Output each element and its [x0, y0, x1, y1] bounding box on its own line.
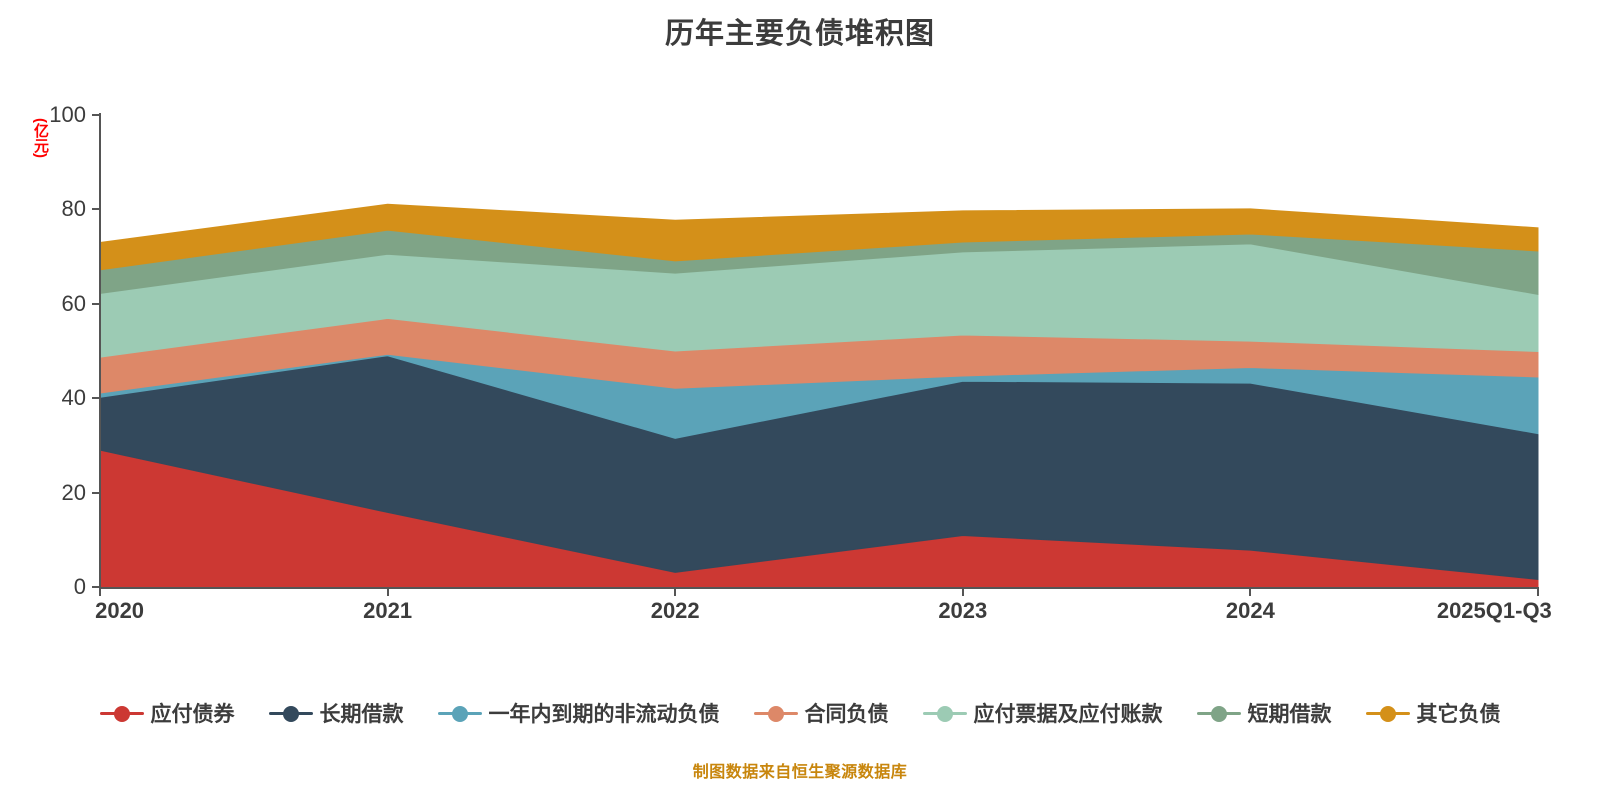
x-tick-mark	[1537, 587, 1539, 596]
legend-item[interactable]: 合同负债	[753, 698, 889, 728]
y-tick-mark	[92, 586, 101, 588]
legend-marker-icon	[753, 703, 798, 723]
y-tick-label: 0	[73, 574, 86, 599]
y-tick-mark	[92, 114, 101, 116]
y-axis-line	[99, 113, 101, 589]
legend-label: 一年内到期的非流动负债	[488, 703, 720, 726]
y-axis-name: (亿元)	[32, 118, 49, 158]
legend-label: 应付债券	[150, 703, 235, 726]
plot-area	[99, 115, 1539, 588]
x-tick-label: 2021	[363, 598, 413, 623]
legend-item[interactable]: 应付票据及应付账款	[922, 698, 1163, 728]
legend-marker-icon	[1365, 703, 1410, 723]
x-tick-label: 2022	[650, 598, 700, 623]
chart-title: 历年主要负债堆积图	[664, 18, 935, 50]
x-tick-label: 2023	[938, 598, 988, 623]
y-tick-mark	[92, 302, 101, 305]
x-tick-mark	[961, 587, 964, 596]
x-axis-line	[99, 587, 1539, 589]
legend-label: 应付票据及应付账款	[973, 703, 1163, 726]
area-series	[99, 203, 1539, 271]
legend-label: 短期借款	[1247, 703, 1332, 726]
x-tick-label: 2025Q1-Q3	[1436, 598, 1552, 623]
legend-marker-icon	[268, 703, 313, 723]
y-tick-mark	[92, 208, 101, 211]
x-tick-label: 2024	[1225, 598, 1275, 623]
y-tick-label: 60	[61, 290, 86, 316]
x-tick-mark	[674, 587, 677, 596]
legend-item[interactable]: 其它负债	[1365, 698, 1501, 728]
y-tick-label: 100	[49, 102, 86, 127]
x-tick-label: 2020	[95, 598, 145, 623]
legend-label: 长期借款	[319, 703, 404, 726]
legend-marker-icon	[922, 703, 967, 723]
legend-label: 合同负债	[804, 703, 889, 726]
y-tick-label: 80	[61, 196, 86, 222]
x-tick-mark	[386, 587, 389, 596]
y-tick-label: 40	[61, 385, 86, 411]
gridline	[101, 115, 1539, 116]
y-tick-mark	[92, 491, 101, 494]
legend-item[interactable]: 长期借款	[268, 698, 404, 728]
x-tick-mark	[1249, 587, 1252, 596]
legend-marker-icon	[1196, 703, 1241, 723]
legend-item[interactable]: 应付债券	[99, 698, 235, 728]
legend-marker-icon	[99, 703, 144, 723]
legend-item[interactable]: 一年内到期的非流动负债	[437, 698, 720, 728]
stacked-area-svg	[99, 203, 1539, 588]
footer-note: 制图数据来自恒生聚源数据库	[692, 764, 908, 781]
legend-label: 其它负债	[1416, 703, 1501, 726]
y-tick-mark	[92, 397, 101, 400]
x-tick-mark	[99, 587, 101, 596]
legend-item[interactable]: 短期借款	[1196, 698, 1332, 728]
gridline	[101, 209, 1539, 211]
y-tick-label: 20	[61, 479, 86, 505]
legend: 应付债券 长期借款 一年内到期的非流动负债 合同负债 应付票据及应付账款 短期借款 其它负债	[0, 698, 1600, 728]
legend-marker-icon	[437, 703, 482, 723]
